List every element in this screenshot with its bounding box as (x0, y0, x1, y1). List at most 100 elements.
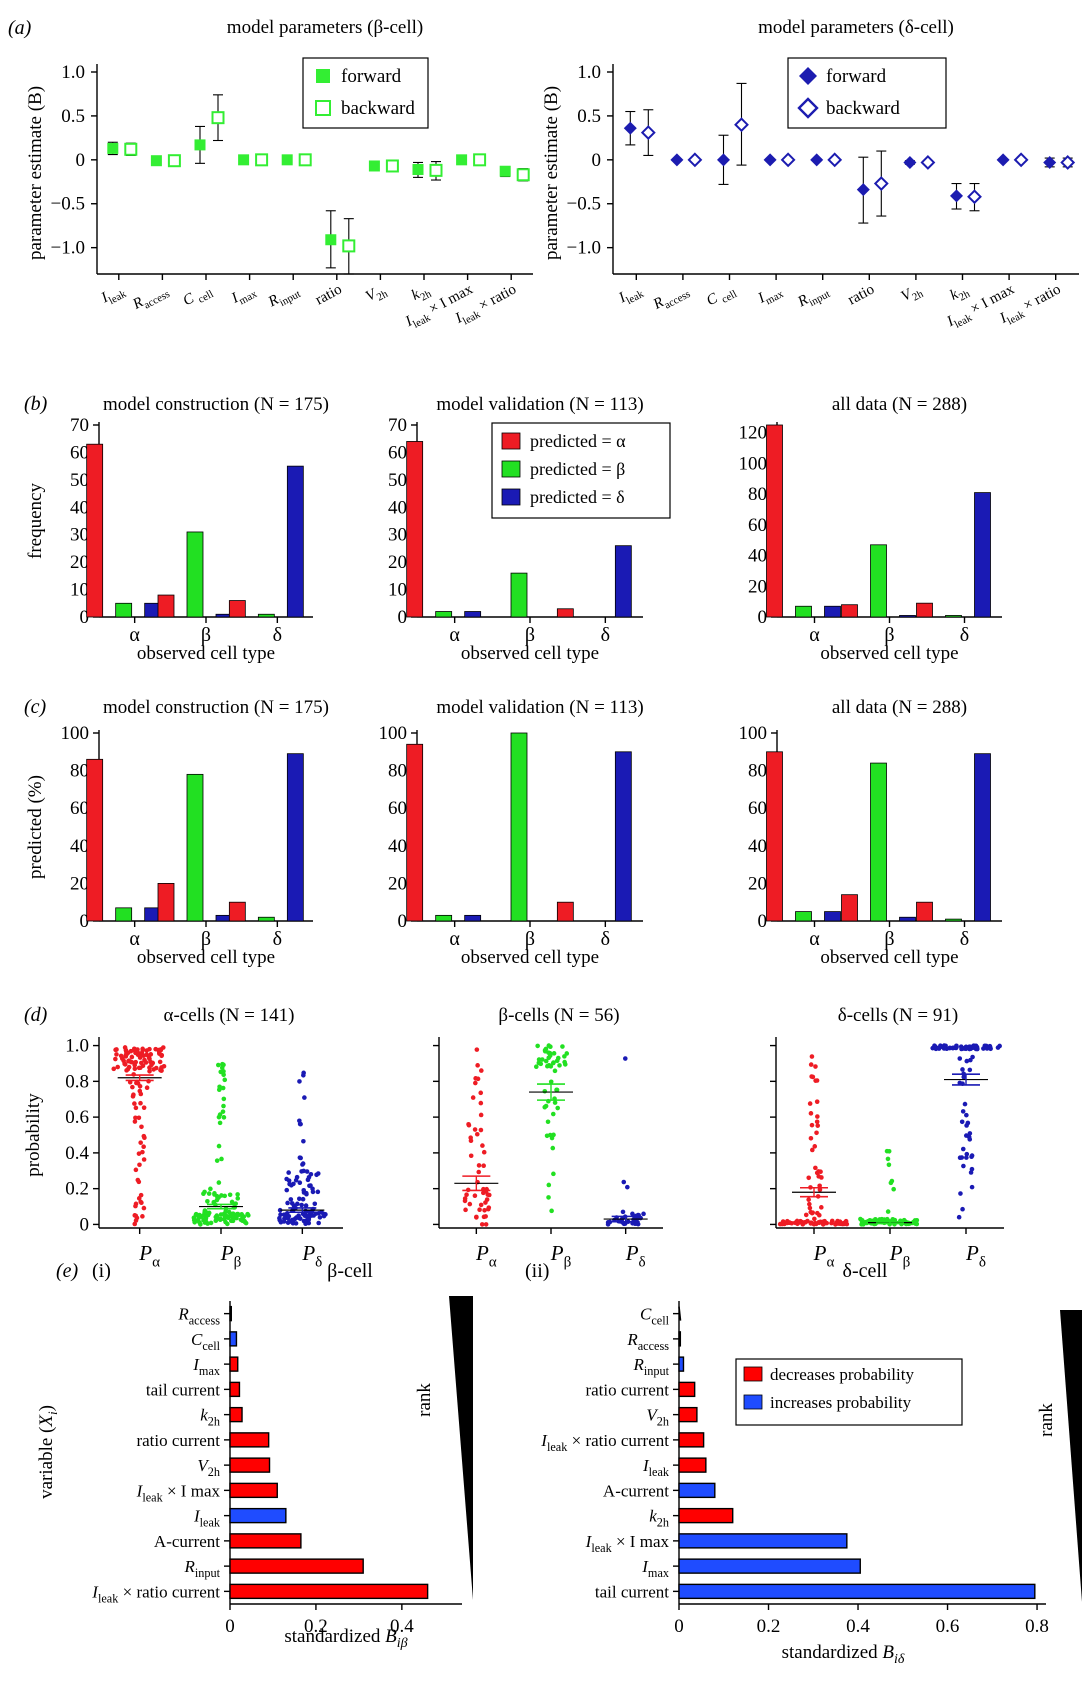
data-dot (118, 1053, 124, 1059)
data-dot (641, 1211, 646, 1217)
data-dot (959, 1119, 965, 1125)
data-dot (805, 1218, 810, 1224)
data-dot (789, 1220, 794, 1226)
bar-beta (870, 762, 887, 922)
x-axis-label: observed cell type (461, 643, 599, 664)
data-dot (285, 1200, 290, 1206)
legend-label: backward (826, 98, 900, 119)
y-tick-label: V2h (197, 1456, 220, 1479)
y-tick-label: Imax (192, 1355, 220, 1378)
y-tick-label: 100 (61, 723, 90, 744)
y-tick-label: 10 (70, 580, 89, 601)
y-tick-label: 70 (70, 415, 89, 436)
bar-increases (229, 1507, 287, 1524)
data-dot (144, 1048, 149, 1053)
y-tick-label: 20 (388, 552, 407, 573)
x-tick-label: δ (273, 928, 282, 950)
x-tick-label: 0.8 (1025, 1616, 1049, 1637)
data-dot (886, 1162, 892, 1168)
x-tick-label: α (449, 624, 460, 646)
data-dot (795, 1221, 800, 1227)
data-dot (234, 1212, 240, 1218)
data-dot (316, 1210, 321, 1216)
data-dot (216, 1143, 222, 1149)
data-dot (216, 1180, 222, 1185)
data-point-forward (856, 183, 870, 197)
data-point-forward (670, 153, 684, 167)
data-dot (478, 1090, 484, 1096)
data-dot (136, 1115, 142, 1121)
data-dot (203, 1216, 208, 1222)
y-tick-label: 10 (388, 580, 407, 601)
data-dot (113, 1056, 118, 1062)
data-point-backward (124, 142, 138, 156)
x-tick-label: 0.2 (304, 1616, 328, 1637)
data-dot (312, 1201, 318, 1207)
legend-label: predicted = β (530, 459, 625, 479)
data-dot (229, 1199, 235, 1205)
data-dot (245, 1211, 250, 1217)
data-dot (815, 1123, 821, 1128)
data-dot (539, 1057, 545, 1062)
bar-beta (257, 613, 275, 618)
bar-increases (678, 1583, 1036, 1600)
x-axis-label: observed cell type (137, 947, 275, 968)
data-dot (961, 1074, 967, 1080)
data-dot (620, 1209, 626, 1215)
data-dot (214, 1213, 220, 1218)
data-dot (296, 1213, 301, 1218)
x-tick-label: Ileak × I max (944, 281, 1019, 333)
y-tick-label: 0 (398, 607, 408, 628)
data-dot (814, 1130, 819, 1136)
data-dot (475, 1063, 480, 1068)
chart-d2: β-cells (N = 56) Pα Pβ Pδ (433, 1005, 663, 1270)
y-tick-label: 0.5 (577, 106, 601, 127)
data-dot (133, 1105, 139, 1111)
bar-stub (678, 1306, 682, 1321)
data-dot (216, 1195, 221, 1200)
y-tick-label: A-current (154, 1532, 220, 1551)
data-dot (217, 1120, 223, 1126)
bar-decreases (678, 1507, 734, 1524)
data-dot (137, 1162, 142, 1168)
data-point-backward (734, 117, 749, 133)
data-dot (625, 1184, 630, 1190)
x-tick-label: δ (601, 624, 610, 646)
data-dot (133, 1203, 138, 1209)
legend-label: forward (826, 66, 887, 87)
legend-label: backward (341, 98, 415, 119)
data-dot (221, 1103, 226, 1109)
y-tick-label: Ileak (642, 1456, 670, 1479)
data-dot (141, 1144, 146, 1150)
x-tick-label: C cell (180, 281, 215, 312)
data-dot (470, 1095, 476, 1100)
legend-label: increases probability (770, 1393, 912, 1412)
data-dot (315, 1171, 321, 1176)
data-dot (886, 1148, 892, 1154)
chart-b2: model validation (N = 113) 0 10 20 30 40 50 60 7… (388, 394, 671, 664)
bar-beta (870, 544, 887, 618)
data-dot (803, 1212, 809, 1218)
x-tick-label: 0.4 (390, 1616, 414, 1637)
data-dot (891, 1186, 896, 1192)
data-point-forward (368, 160, 380, 172)
y-tick-label: k2h (200, 1406, 220, 1429)
data-dot (221, 1062, 226, 1068)
data-dot (310, 1186, 315, 1192)
data-dot (301, 1138, 306, 1144)
y-tick-label: 0.4 (65, 1143, 89, 1164)
bar-beta (435, 611, 453, 618)
data-dot (807, 1201, 812, 1207)
data-dot (482, 1208, 487, 1213)
panel-letter-b: (b) (24, 393, 48, 415)
data-dot (546, 1182, 552, 1188)
bar-alpha (556, 608, 574, 618)
legend-marker (316, 69, 330, 83)
bar-increases (678, 1356, 685, 1372)
bar-decreases (678, 1381, 696, 1398)
data-dot (300, 1162, 305, 1167)
y-tick-label: 60 (748, 798, 767, 819)
data-dot (212, 1191, 217, 1196)
data-point-backward (516, 168, 530, 182)
data-point-forward (810, 153, 824, 167)
